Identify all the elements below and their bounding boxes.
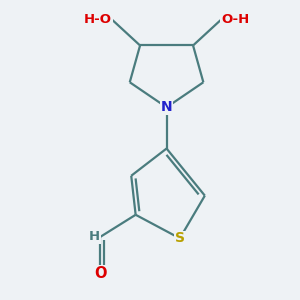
Text: O-H: O-H bbox=[221, 13, 249, 26]
Text: N: N bbox=[161, 100, 172, 114]
Text: S: S bbox=[175, 231, 185, 245]
Text: H-O: H-O bbox=[84, 13, 112, 26]
Text: O: O bbox=[94, 266, 106, 281]
Text: H: H bbox=[89, 230, 100, 243]
